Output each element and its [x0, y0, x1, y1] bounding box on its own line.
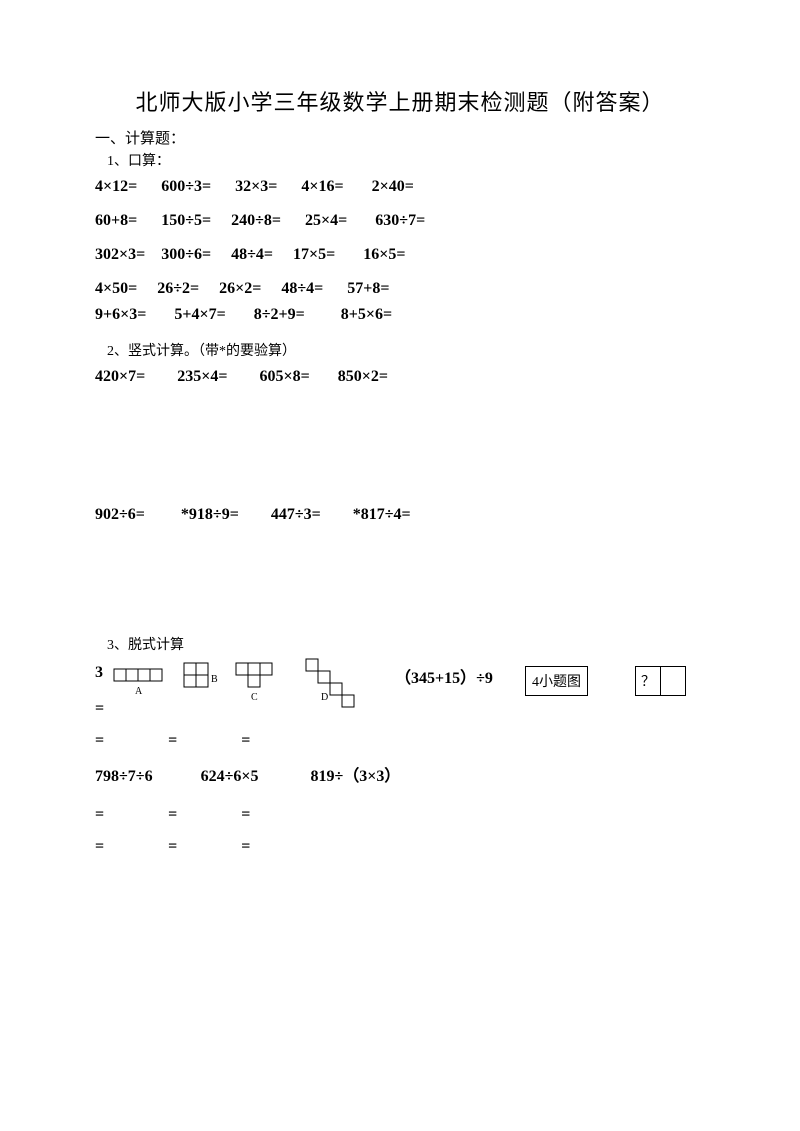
page: 北师大版小学三年级数学上册期末检测题（附答案） 一、计算题： 1、口算： 4×1… — [0, 0, 800, 900]
section-1-heading: 一、计算题： — [95, 127, 705, 148]
q: 2×40= — [372, 178, 414, 195]
q: 600÷3= — [161, 178, 211, 195]
q: 630÷7= — [375, 212, 425, 229]
q: 9+6×3= — [95, 306, 146, 323]
mental-row-4: 4×50= 26÷2= 26×2= 48÷4= 57+8= — [95, 280, 705, 298]
q: 26÷2= — [157, 280, 199, 297]
shape-d-icon: D — [305, 658, 365, 708]
mental-row-3: 302×3= 300÷6= 48÷4= 17×5= 16×5= — [95, 246, 705, 264]
eq: = — [241, 732, 250, 749]
eq: = — [95, 732, 104, 749]
q: 16×5= — [363, 246, 405, 263]
section-1-3-heading: 3、脱式计算 — [107, 634, 705, 654]
q: 420×7= — [95, 368, 145, 385]
eq: = — [241, 838, 250, 855]
eq: = — [95, 838, 104, 855]
q: 447÷3= — [271, 506, 321, 523]
eq-row-3: = = = — [95, 806, 705, 824]
shape-c-label: C — [251, 692, 258, 703]
q: 4×12= — [95, 178, 137, 195]
eq: = — [241, 806, 250, 823]
question-box: ？ — [635, 666, 686, 696]
q: 850×2= — [338, 368, 388, 385]
q: 798÷7÷6 — [95, 768, 153, 785]
q: 150÷5= — [161, 212, 211, 229]
shape-d-label: D — [321, 692, 328, 703]
eq-row-4: = = = — [95, 838, 705, 856]
shape-c-icon: C — [235, 662, 285, 706]
q: 48÷4= — [281, 280, 323, 297]
q: 25×4= — [305, 212, 347, 229]
figure-label-box: 4小题图 — [525, 666, 588, 696]
q: *918÷9= — [181, 506, 239, 523]
mental-row-5: 9+6×3= 5+4×7= 8÷2+9= 8+5×6= — [95, 306, 705, 324]
mental-row-1: 4×12= 600÷3= 32×3= 4×16= 2×40= — [95, 178, 705, 196]
q: 302×3= — [95, 246, 145, 263]
q: 819÷（3×3） — [310, 768, 400, 785]
vertical-row-1: 420×7= 235×4= 605×8= 850×2= — [95, 368, 705, 386]
blank-half — [661, 667, 685, 695]
eq: = — [95, 806, 104, 823]
q: 605×8= — [259, 368, 309, 385]
q: 32×3= — [235, 178, 277, 195]
shape-b-icon: B — [183, 662, 223, 696]
q: *817÷4= — [353, 506, 411, 523]
q: 4×16= — [301, 178, 343, 195]
tushi-area: 3 A B — [95, 662, 705, 802]
shape-a-icon: A — [113, 668, 171, 698]
q: 8÷2+9= — [254, 306, 305, 323]
q: 17×5= — [293, 246, 335, 263]
shape-b-label: B — [211, 674, 218, 685]
shape-a-label: A — [135, 686, 143, 697]
q: 8+5×6= — [341, 306, 392, 323]
tushi-prefix: 3 — [95, 664, 103, 682]
eq: = — [168, 838, 177, 855]
question-mark: ？ — [636, 667, 661, 695]
q: 240÷8= — [231, 212, 281, 229]
q: 5+4×7= — [174, 306, 225, 323]
q: 26×2= — [219, 280, 261, 297]
section-1-2-heading: 2、竖式计算。（带*的要验算） — [107, 340, 705, 360]
q: 300÷6= — [161, 246, 211, 263]
mental-row-2: 60+8= 150÷5= 240÷8= 25×4= 630÷7= — [95, 212, 705, 230]
q: 235×4= — [177, 368, 227, 385]
vertical-row-2: 902÷6= *918÷9= 447÷3= *817÷4= — [95, 506, 705, 524]
q: 48÷4= — [231, 246, 273, 263]
page-title: 北师大版小学三年级数学上册期末检测题（附答案） — [95, 85, 705, 117]
eq: = — [168, 806, 177, 823]
q: 60+8= — [95, 212, 137, 229]
eq: = — [168, 732, 177, 749]
section-1-1-heading: 1、口算： — [107, 150, 705, 170]
eq: = — [95, 700, 104, 717]
q: 902÷6= — [95, 506, 145, 523]
q: 624÷6×5 — [201, 768, 259, 785]
q: 57+8= — [347, 280, 389, 297]
tushi-expr: （345+15）÷9 — [395, 664, 493, 688]
q: 4×50= — [95, 280, 137, 297]
